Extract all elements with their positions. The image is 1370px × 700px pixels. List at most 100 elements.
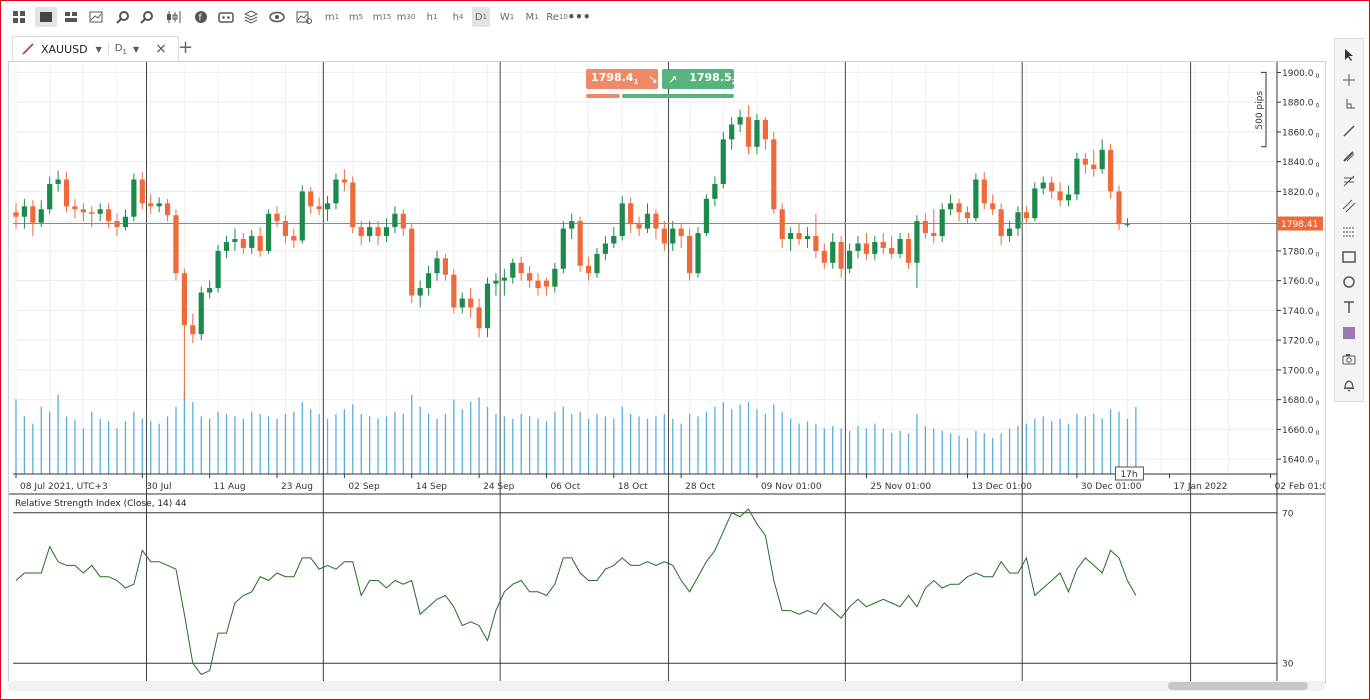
visibility-icon[interactable]	[267, 7, 287, 27]
layout-grid-icon[interactable]	[9, 7, 29, 27]
horizontal-scrollbar[interactable]	[8, 681, 1324, 691]
chart-settings-icon[interactable]	[87, 7, 107, 27]
time-tick-label: 02 Sep	[348, 482, 380, 492]
timeframe-re10-button[interactable]: Re 10	[546, 7, 568, 27]
timeframe-label: M	[525, 11, 535, 23]
chart-area[interactable]: 1900.001880.001860.001840.001820.001800.…	[8, 61, 1334, 683]
candle-body	[687, 236, 693, 274]
fibonacci-icon[interactable]	[1335, 171, 1363, 191]
timeframe-label: D	[474, 11, 483, 23]
close-tab-icon[interactable]: ×	[155, 41, 167, 57]
timeframe-label: m	[324, 11, 335, 23]
candle-body	[383, 227, 390, 237]
candle-body	[367, 227, 373, 237]
rectangle-icon[interactable]	[1335, 247, 1363, 267]
price-tick-label: 1640.0	[1282, 456, 1314, 466]
price-tick-sub-label: 0	[1316, 430, 1320, 437]
trend-line-icon[interactable]	[1335, 121, 1363, 141]
price-tick-label: 1700.0	[1282, 366, 1314, 376]
timeframe-label: h	[426, 11, 433, 23]
time-tick-label: 24 Sep	[483, 482, 515, 492]
text-icon[interactable]	[1335, 297, 1363, 317]
candle-body	[266, 213, 272, 251]
rsi-tick-label: 70	[1282, 509, 1294, 519]
template-settings-icon[interactable]	[293, 7, 315, 27]
chart-type-icon[interactable]	[163, 7, 185, 27]
scrollbar-thumb[interactable]	[1168, 682, 1308, 690]
timeframe-m30-button[interactable]: m 30	[396, 7, 416, 27]
candle-body	[257, 236, 263, 251]
price-tick-label: 1760.0	[1282, 277, 1314, 287]
cursor-icon[interactable]	[1335, 45, 1363, 65]
time-remaining-label: 17h	[1120, 470, 1137, 480]
color-swatch-icon[interactable]	[1335, 323, 1363, 343]
more-options-icon[interactable]: •••	[567, 10, 591, 24]
buy-button[interactable]: ↗ 1798.52	[662, 69, 737, 89]
candle-body	[1006, 228, 1013, 237]
indicators-icon[interactable]: f	[191, 7, 211, 27]
chart-tab[interactable]: XAUUSD ▼ D1 ▼ ×	[12, 36, 179, 61]
candle-body	[830, 241, 836, 263]
camera-icon[interactable]	[1335, 349, 1363, 369]
candle-body	[1116, 191, 1122, 225]
candle-body	[602, 243, 608, 254]
chart-gear-icon	[296, 11, 312, 24]
time-tick-label: 09 Nov 01:00	[761, 482, 822, 492]
candle-body	[131, 179, 137, 217]
ellipse-icon[interactable]	[1335, 272, 1363, 292]
single-layout-icon[interactable]	[35, 7, 57, 27]
price-tick-label: 1820.0	[1282, 188, 1314, 198]
gann-icon[interactable]	[1335, 222, 1363, 242]
measure-icon[interactable]	[1335, 95, 1363, 115]
arrow-up-right-icon: ↗	[668, 72, 678, 86]
timeframe-label: m	[396, 11, 407, 23]
timeframe-m15-button[interactable]: m 15	[373, 7, 392, 27]
candle-body	[948, 203, 954, 210]
timeframe-label: m	[348, 11, 359, 23]
magnifier-plus-icon	[116, 11, 129, 24]
candle-body	[484, 283, 491, 329]
price-tick-sub-label: 0	[1316, 162, 1320, 169]
candle-body	[1040, 182, 1046, 189]
candle-body	[821, 250, 827, 263]
eye-icon	[269, 11, 285, 23]
channel-icon[interactable]	[1335, 196, 1363, 216]
tab-symbol: XAUUSD	[41, 42, 88, 56]
add-tab-button[interactable]: +	[178, 37, 194, 58]
magnifier-minus-icon	[140, 11, 153, 24]
candle-body	[493, 280, 499, 284]
candle-body	[653, 213, 659, 229]
candle-body	[434, 258, 440, 274]
tab-timeframe[interactable]: D1	[114, 42, 127, 56]
candle-body	[72, 206, 78, 210]
chevron-down-icon[interactable]: ▼	[95, 44, 102, 54]
chevron-down-icon[interactable]: ▼	[132, 44, 140, 54]
chart-canvas[interactable]: 1900.001880.001860.001840.001820.001800.…	[9, 62, 1334, 682]
trading-robot-icon[interactable]	[215, 7, 237, 27]
sell-button[interactable]: 1798.41 ↘	[586, 69, 658, 89]
time-tick-label: 11 Aug	[214, 482, 246, 492]
alert-bell-icon[interactable]	[1335, 375, 1363, 395]
candle-body	[594, 253, 600, 274]
timeframe-sub-label: 1	[482, 13, 488, 21]
candle-body	[880, 241, 886, 248]
zoom-out-icon[interactable]	[137, 7, 157, 27]
zoom-in-icon[interactable]	[113, 7, 133, 27]
layers-icon[interactable]	[241, 7, 261, 27]
crosshair-icon[interactable]	[1335, 70, 1363, 90]
arrow-down-right-icon: ↘	[648, 72, 658, 86]
candle-body	[282, 221, 289, 237]
brush-icon[interactable]	[1335, 146, 1363, 166]
time-tick-label: 30 Jul	[146, 482, 171, 492]
chart-gear-icon	[89, 11, 103, 23]
candle-body	[813, 236, 819, 251]
split-layout-icon[interactable]	[61, 7, 81, 27]
single-window-icon	[40, 12, 52, 22]
